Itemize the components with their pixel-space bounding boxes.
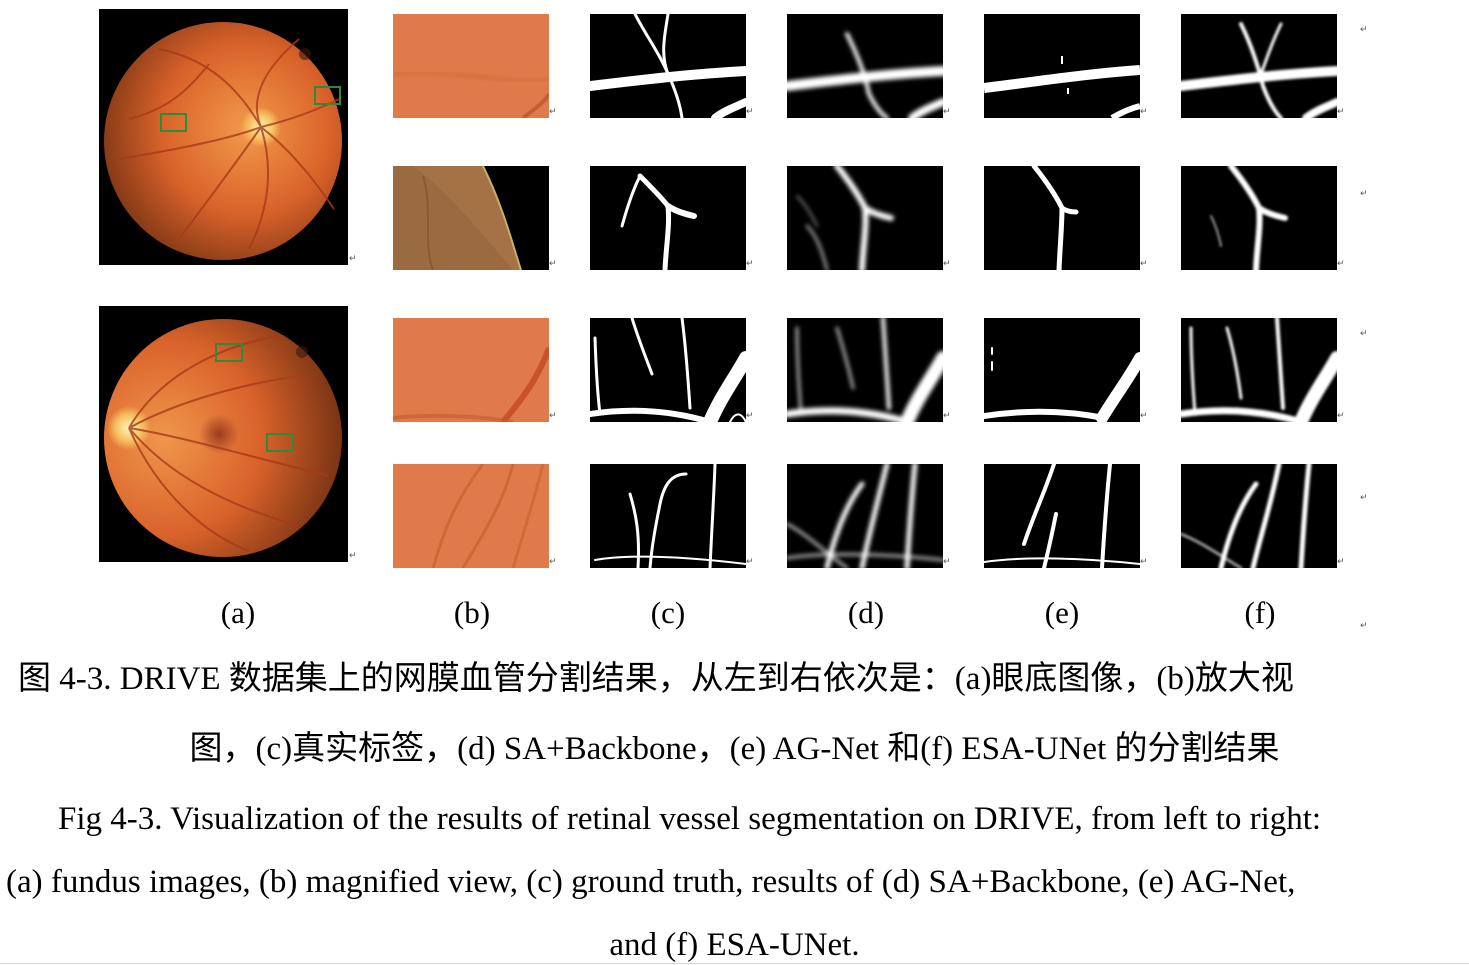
panel-label-d: (d) bbox=[847, 595, 885, 630]
seg-f-row3 bbox=[1181, 318, 1337, 422]
panel-label-c: (c) bbox=[650, 595, 686, 630]
seg-e-row3 bbox=[984, 318, 1140, 422]
seg-e-row2 bbox=[984, 166, 1140, 270]
seg-c-row4 bbox=[590, 464, 746, 568]
fundus-image-1 bbox=[99, 9, 348, 265]
caption-cn-line1: 图 4-3. DRIVE 数据集上的网膜血管分割结果，从左到右依次是：(a)眼底… bbox=[18, 661, 1294, 697]
crop-row2 bbox=[393, 166, 549, 270]
caption-cn-line2: 图，(c)真实标签，(d) SA+Backbone，(e) AG-Net 和(f… bbox=[189, 731, 1280, 767]
seg-c-row2 bbox=[590, 166, 746, 270]
seg-d-row4 bbox=[787, 464, 943, 568]
seg-d-row1 bbox=[787, 14, 943, 118]
seg-e-row4 bbox=[984, 464, 1140, 568]
seg-f-row1 bbox=[1181, 14, 1337, 118]
page-divider bbox=[0, 963, 1469, 964]
crop-row4 bbox=[393, 464, 549, 568]
seg-d-row2 bbox=[787, 166, 943, 270]
seg-c-row1 bbox=[590, 14, 746, 118]
caption-en-line1: Fig 4-3. Visualization of the results of… bbox=[58, 801, 1322, 837]
panel-label-e: (e) bbox=[1044, 595, 1080, 630]
panel-label-b: (b) bbox=[453, 595, 491, 630]
seg-c-row3 bbox=[590, 318, 746, 422]
crop-row1 bbox=[393, 14, 549, 118]
seg-d-row3 bbox=[787, 318, 943, 422]
caption-en-line3: and (f) ESA-UNet. bbox=[609, 927, 860, 963]
fundus-image-2 bbox=[99, 306, 348, 562]
panel-label-f: (f) bbox=[1244, 595, 1276, 630]
panel-label-a: (a) bbox=[220, 595, 256, 630]
caption-en-line2: (a) fundus images, (b) magnified view, (… bbox=[6, 864, 1296, 900]
crop-row3 bbox=[393, 318, 549, 422]
seg-f-row4 bbox=[1181, 464, 1337, 568]
seg-f-row2 bbox=[1181, 166, 1337, 270]
seg-e-row1 bbox=[984, 14, 1140, 118]
